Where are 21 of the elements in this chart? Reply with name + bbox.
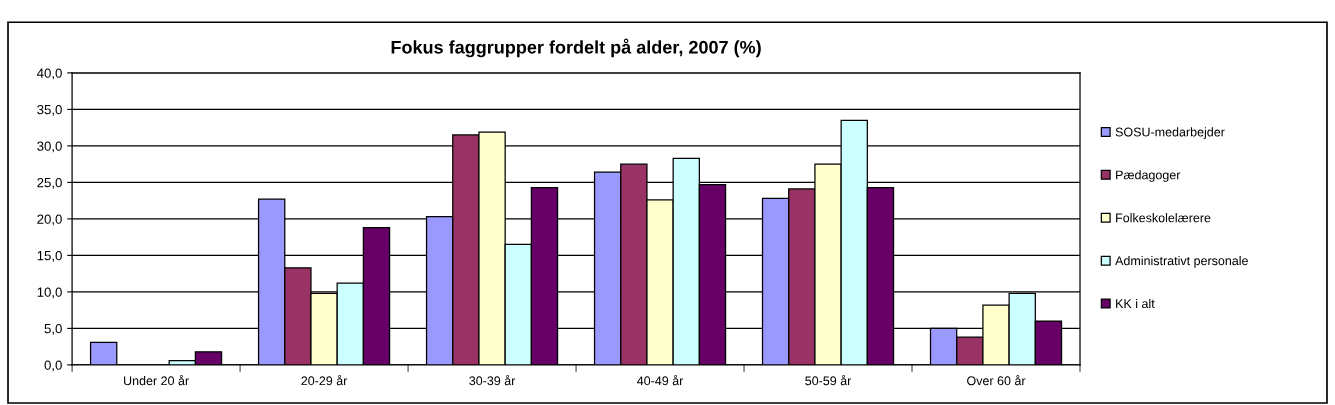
x-tick-label: Under 20 år — [124, 375, 189, 386]
legend-label: Pædagoger — [1116, 170, 1181, 182]
y-tick-label: 25,0 — [37, 177, 62, 189]
legend-label: Folkeskolelærere — [1116, 213, 1211, 223]
y-tick-label: 15,0 — [37, 250, 62, 262]
x-tick-label: 30-39 år — [469, 375, 516, 386]
x-tick-label: 20-29 år — [301, 375, 348, 386]
x-tick-label: Over 60 år — [967, 375, 1026, 386]
y-tick-label: 5,0 — [44, 323, 62, 335]
x-tick-label: 50-59 år — [805, 375, 852, 386]
y-tick-label: 40,0 — [36, 68, 62, 80]
legend-label: KK i alt — [1116, 298, 1155, 309]
x-tick-label: 40-49 år — [637, 375, 684, 386]
chart-title: Fokus faggrupper fordelt på alder, 2007 (%) — [391, 38, 761, 58]
y-tick-label: 30,0 — [37, 141, 62, 153]
y-tick-label: 35,0 — [37, 104, 62, 116]
y-tick-label: 0,0 — [44, 360, 62, 372]
y-tick-label: 20,0 — [37, 214, 62, 226]
legend-label: SOSU-medarbejder — [1115, 127, 1225, 139]
y-tick-label: 10,0 — [37, 287, 62, 299]
legend-label: Administrativt personale — [1115, 255, 1248, 268]
